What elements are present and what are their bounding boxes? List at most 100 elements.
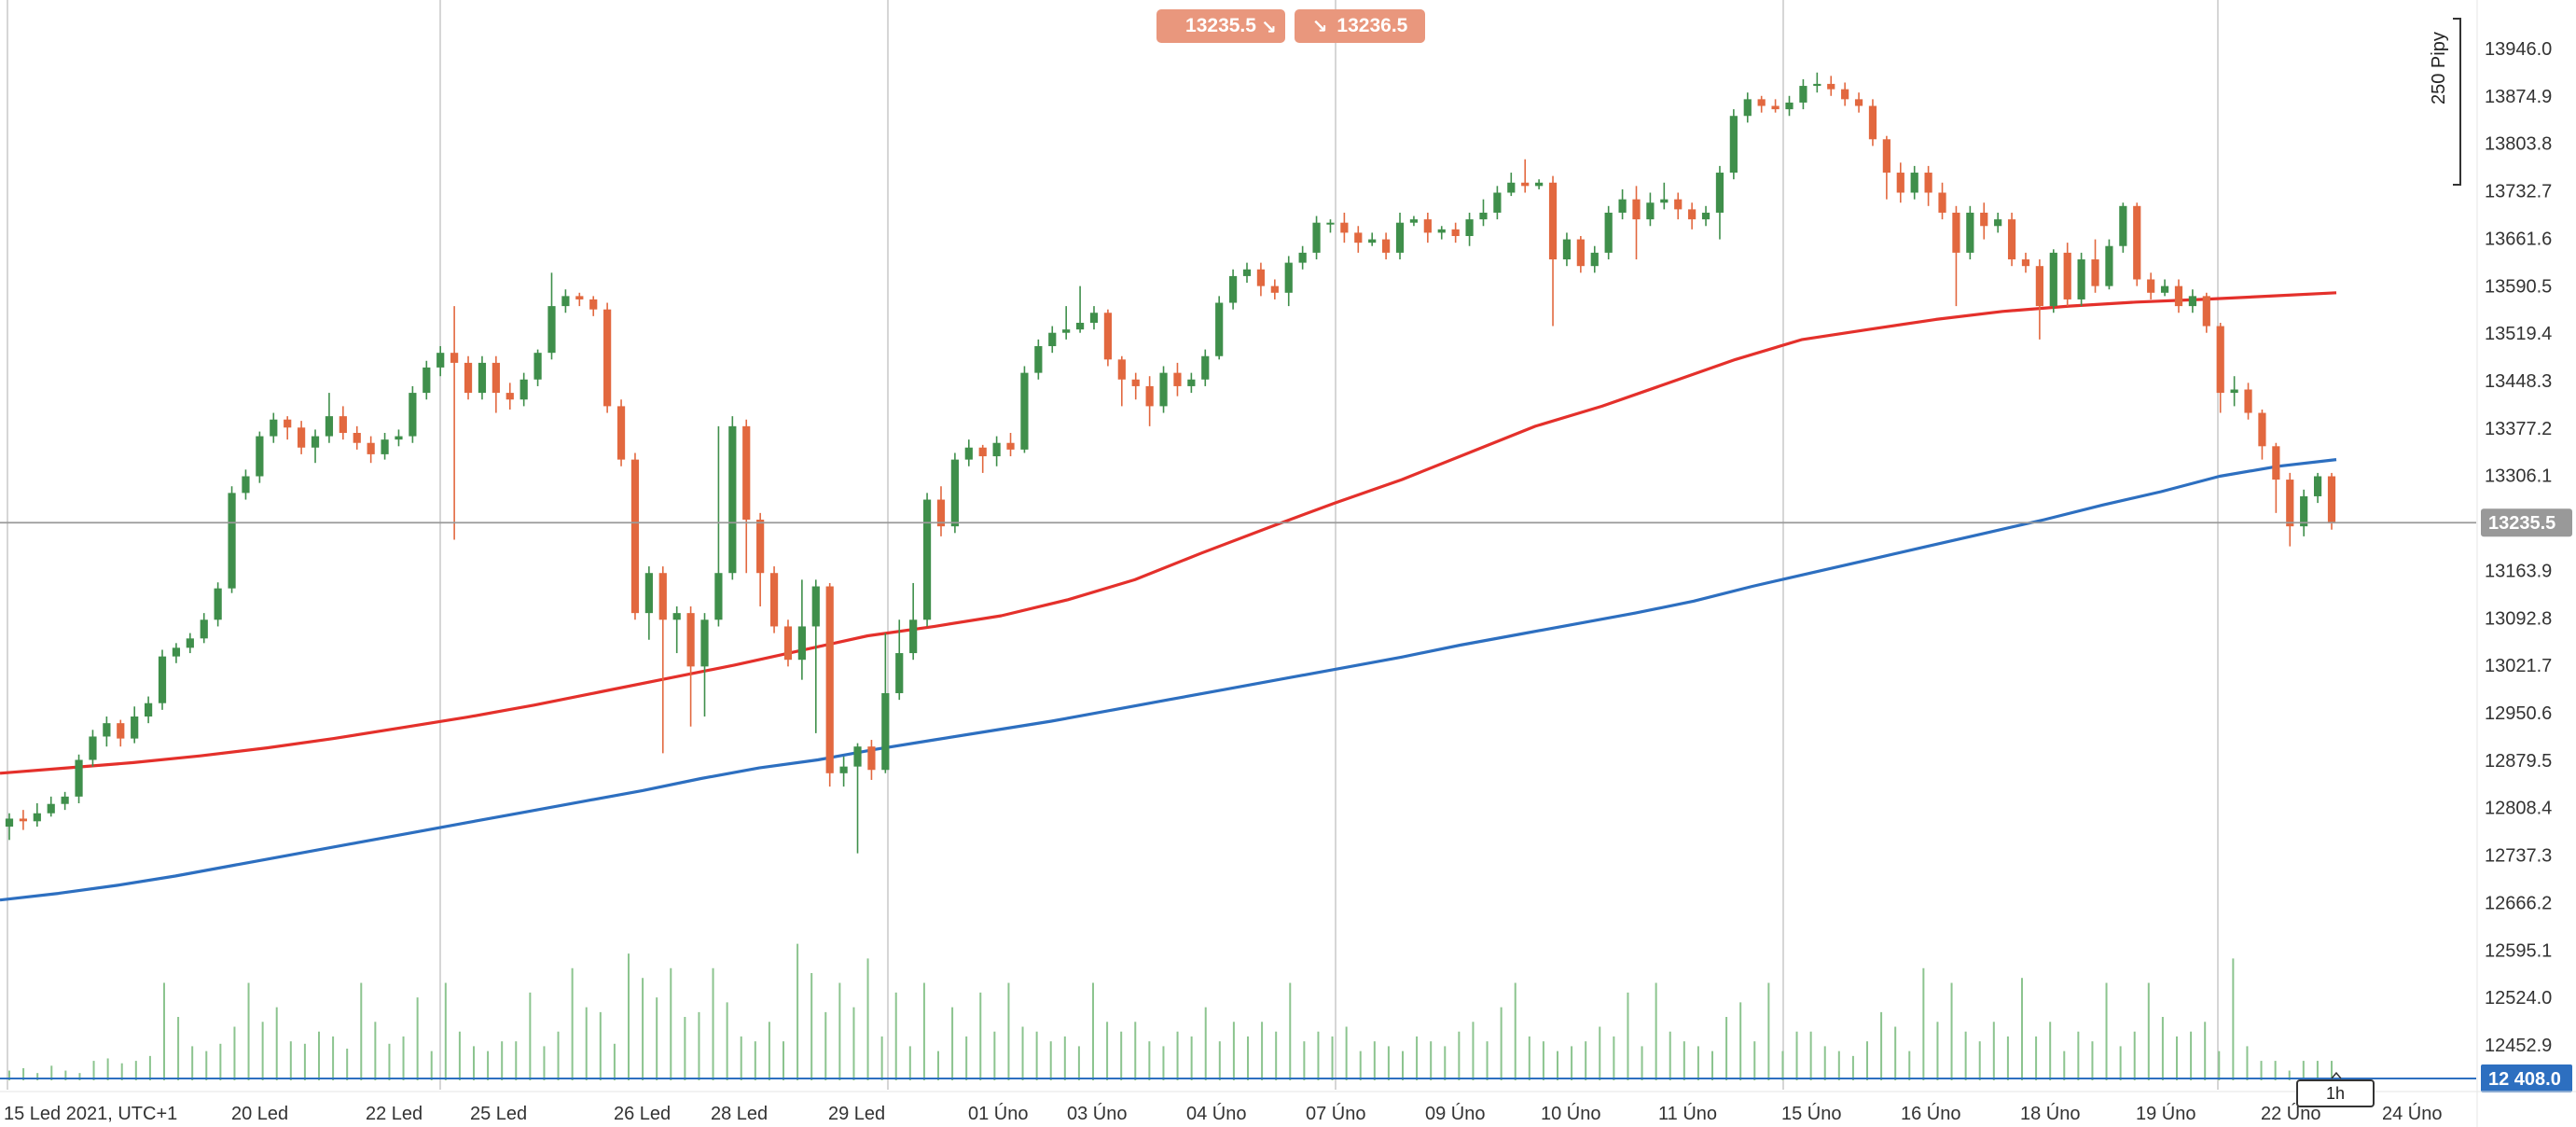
candle-body — [909, 619, 918, 654]
candle-body — [1131, 379, 1140, 386]
candle-body — [339, 416, 347, 434]
candle-body — [1729, 116, 1738, 174]
candle-body — [1715, 173, 1724, 213]
candle-body — [1242, 269, 1252, 276]
candle-body — [728, 425, 737, 574]
candle-body — [2021, 259, 2030, 267]
candle-body — [1896, 173, 1904, 193]
candle-body — [936, 499, 946, 527]
candle-body — [436, 353, 445, 368]
candle-body — [61, 796, 69, 804]
pip-ruler-label: 250 Pipy — [2429, 32, 2449, 104]
price-tick-label: 12808.4 — [2485, 799, 2552, 819]
volume-histogram — [8, 943, 2333, 1080]
time-tick-label: 22 Úno — [2261, 1103, 2321, 1124]
candle-body — [2105, 245, 2113, 286]
candle-body — [172, 647, 181, 657]
candle-body — [1827, 83, 1835, 90]
price-tick-label: 13021.7 — [2485, 656, 2552, 676]
candle-body — [1451, 229, 1460, 236]
candle-body — [1757, 99, 1766, 106]
current-price-label: 13235.5 — [2488, 513, 2555, 534]
candle-body — [2035, 266, 2043, 307]
pip-ruler-bracket — [2453, 18, 2461, 186]
candle-body — [2188, 296, 2196, 307]
candle-body — [1020, 372, 1029, 450]
candle-body — [853, 746, 862, 767]
candle-body — [895, 653, 904, 693]
candle-body — [158, 656, 167, 703]
sell-arrow-icon: ↘ — [1261, 18, 1277, 38]
candle-body — [1075, 322, 1085, 330]
candle-body — [630, 459, 640, 614]
candle-body — [561, 296, 570, 307]
candle-body — [1340, 222, 1349, 233]
candle-body — [644, 573, 653, 614]
candle-body — [700, 619, 709, 667]
time-tick-label: 25 Led — [470, 1104, 527, 1124]
candle-body — [658, 573, 667, 620]
candle-body — [1145, 385, 1154, 407]
candle-body — [492, 362, 500, 394]
candle-body — [783, 626, 793, 661]
candle-body — [450, 353, 459, 363]
candle-body — [533, 353, 542, 380]
candle-body — [1437, 229, 1446, 233]
volume-level-box — [2481, 1064, 2572, 1092]
candle-body — [422, 367, 431, 394]
candle-body — [575, 296, 584, 299]
candle-body — [1688, 209, 1697, 220]
candle-body — [1548, 182, 1558, 260]
timeframe-button[interactable]: 1h — [2296, 1079, 2375, 1107]
candle-body — [1006, 442, 1015, 450]
candle-body — [1326, 222, 1335, 225]
price-tick-label: 13590.5 — [2485, 276, 2552, 297]
time-tick-label: 22 Led — [366, 1104, 422, 1124]
candle-body — [1882, 139, 1890, 174]
candle-body — [1409, 219, 1419, 223]
candle-body — [547, 306, 556, 354]
candle-body — [1493, 192, 1502, 213]
candle-body — [1048, 332, 1057, 347]
candle-body — [2063, 252, 2071, 299]
time-tick-label: 19 Úno — [2136, 1103, 2196, 1124]
time-tick-label: 04 Úno — [1186, 1103, 1247, 1124]
candle-body — [714, 573, 723, 620]
candle-body — [992, 442, 1001, 457]
candle-body — [1868, 105, 1877, 140]
candle-body — [89, 736, 97, 760]
price-tick-label: 12452.9 — [2485, 1036, 2552, 1056]
candle-body — [950, 459, 959, 527]
bid-badge[interactable]: 13235.5 — [1156, 9, 1285, 43]
candle-body — [1841, 89, 1849, 100]
candle-body — [1368, 239, 1377, 243]
candle-body — [1507, 182, 1516, 193]
time-tick-label: 03 Úno — [1067, 1103, 1128, 1124]
candle-body — [145, 703, 153, 717]
candle-body — [131, 717, 139, 739]
candle-body — [2258, 412, 2266, 447]
candle-body — [1910, 173, 1918, 193]
candle-body — [311, 436, 320, 448]
moving-average-red — [0, 291, 2337, 775]
candle-body — [978, 447, 987, 457]
price-tick-label: 13448.3 — [2485, 371, 2552, 392]
candle-body — [1785, 102, 1794, 110]
candle-body — [1117, 359, 1126, 380]
time-axis[interactable]: 15 Led 2021, UTC+1 20 Led 22 Led 25 Led 26 L… — [0, 1071, 2576, 1124]
candle-body — [409, 393, 417, 437]
candle-body — [367, 442, 375, 454]
candle-body — [2160, 285, 2169, 293]
time-tick-label: 01 Úno — [968, 1103, 1029, 1124]
candle-body — [2202, 296, 2210, 327]
candle-body — [1743, 99, 1752, 117]
candle-body — [1576, 239, 1585, 267]
price-axis[interactable]: 13946.0 13874.9 13803.8 13732.7 13661.6 13590… — [2476, 0, 2572, 1127]
moving-average-blue — [0, 458, 2337, 902]
candle-body — [1590, 252, 1599, 267]
price-tick-label: 12950.6 — [2485, 703, 2552, 724]
candle-body — [1173, 372, 1182, 386]
ask-badge[interactable]: ↘ 13236.5 — [1295, 9, 1425, 43]
candle-body — [478, 362, 487, 394]
